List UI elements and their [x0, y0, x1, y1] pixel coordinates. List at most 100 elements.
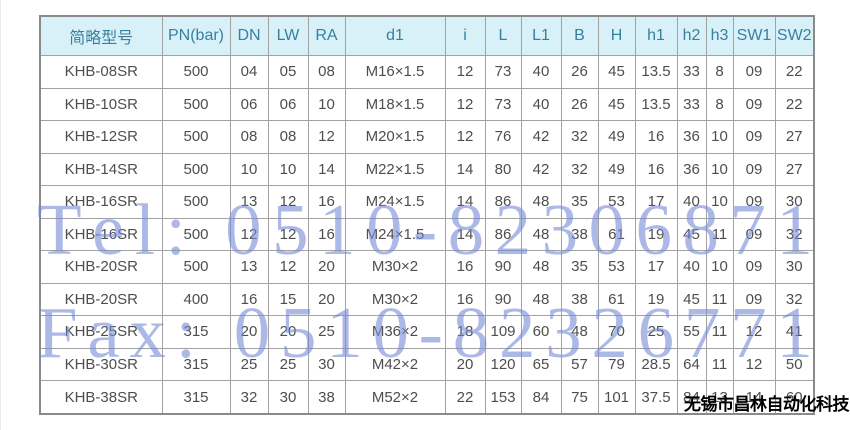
table-cell: 12: [444, 55, 486, 89]
table-cell: 19: [634, 282, 678, 316]
table-cell: 12: [444, 87, 486, 121]
column-header: SW2: [774, 15, 815, 56]
table-cell: 13: [229, 250, 269, 284]
table-cell: 38: [560, 217, 599, 251]
table-cell: 14: [307, 152, 346, 186]
table-cell: KHB-25SR: [39, 315, 163, 349]
column-header: L1: [520, 15, 562, 56]
table-row: KHB-30SR 315 25 25 30 M42×2 20 120 65 57 79 28.5 64 1…: [39, 347, 815, 381]
table-cell: 61: [597, 282, 636, 316]
table-row: KHB-20SR 500 13 12 20 M30×2 16 90 48 35 53 17 40 10 09…: [39, 250, 815, 284]
table-cell: 36: [676, 152, 707, 186]
table-cell: 36: [676, 120, 707, 154]
table-cell: 55: [676, 315, 707, 349]
table-cell: 14: [444, 217, 486, 251]
table-cell: 13: [229, 185, 269, 219]
table-cell: 12: [307, 120, 346, 154]
table-cell: 35: [560, 250, 599, 284]
table-cell: 26: [560, 55, 599, 89]
table-cell: KHB-12SR: [39, 120, 163, 154]
table-cell: 32: [560, 120, 599, 154]
table-cell: 08: [307, 55, 346, 89]
table-cell: 120: [484, 347, 522, 381]
table-cell: 50: [774, 347, 815, 381]
column-header: L: [484, 15, 522, 56]
table-cell: 09: [732, 185, 776, 219]
table-cell: M30×2: [344, 282, 446, 316]
table-cell: 05: [267, 55, 309, 89]
table-cell: 10: [307, 87, 346, 121]
table-cell: 12: [444, 120, 486, 154]
table-cell: 16: [444, 282, 486, 316]
table-cell: 16: [634, 120, 678, 154]
table-cell: 500: [161, 217, 231, 251]
table-row: KHB-10SR 500 06 06 10 M18×1.5 12 73 40 26 45 13.5 33…: [39, 87, 815, 121]
table-cell: 10: [267, 152, 309, 186]
table-cell: 12: [267, 185, 309, 219]
table-cell: M36×2: [344, 315, 446, 349]
table-cell: 20: [267, 315, 309, 349]
table-row: KHB-20SR 400 16 15 20 M30×2 16 90 48 38 61 19 45 11 09…: [39, 282, 815, 316]
table-cell: M52×2: [344, 380, 446, 415]
table-row: KHB-08SR 500 04 05 08 M16×1.5 12 73 40 26 45 13.5 33…: [39, 55, 815, 89]
column-header: RA: [307, 15, 346, 56]
table-cell: 41: [774, 315, 815, 349]
table-cell: 45: [676, 217, 707, 251]
table-cell: 500: [161, 55, 231, 89]
table-row: KHB-25SR 315 20 20 25 M36×2 18 109 60 48 70 25 55 11 1…: [39, 315, 815, 349]
table-cell: 49: [597, 152, 636, 186]
table-cell: M30×2: [344, 250, 446, 284]
table-cell: 80: [484, 152, 522, 186]
table-cell: 48: [560, 315, 599, 349]
table-cell: 35: [560, 185, 599, 219]
table-cell: 73: [484, 87, 522, 121]
table-cell: 53: [597, 250, 636, 284]
table-cell: 86: [484, 185, 522, 219]
table-cell: 30: [774, 185, 815, 219]
table-cell: 13.5: [634, 87, 678, 121]
table-cell: 11: [705, 347, 734, 381]
table-cell: 18: [444, 315, 486, 349]
table-cell: 09: [732, 250, 776, 284]
table-cell: 30: [267, 380, 309, 415]
table-cell: 14: [444, 152, 486, 186]
table-cell: 09: [732, 217, 776, 251]
table-cell: 65: [520, 347, 562, 381]
table-cell: 42: [520, 120, 562, 154]
table-cell: 12: [732, 315, 776, 349]
table-cell: 12: [267, 250, 309, 284]
table-cell: 38: [560, 282, 599, 316]
table-cell: M18×1.5: [344, 87, 446, 121]
table-cell: KHB-20SR: [39, 250, 163, 284]
table-cell: 109: [484, 315, 522, 349]
table-cell: 16: [307, 185, 346, 219]
table-cell: M24×1.5: [344, 217, 446, 251]
table-cell: 500: [161, 120, 231, 154]
column-header: H: [597, 15, 636, 56]
table-cell: 10: [705, 250, 734, 284]
table-cell: 12: [732, 347, 776, 381]
table-cell: 49: [597, 120, 636, 154]
table-cell: 12: [267, 217, 309, 251]
table-cell: 76: [484, 120, 522, 154]
column-header: i: [444, 15, 486, 56]
table-cell: 26: [560, 87, 599, 121]
table-cell: KHB-20SR: [39, 282, 163, 316]
table-cell: 09: [732, 87, 776, 121]
table-cell: KHB-10SR: [39, 87, 163, 121]
table-cell: 315: [161, 315, 231, 349]
table-cell: KHB-14SR: [39, 152, 163, 186]
table-cell: 70: [597, 315, 636, 349]
table-cell: 10: [229, 152, 269, 186]
company-watermark: 无锡市昌林自动化科技: [684, 395, 850, 414]
table-cell: 32: [774, 217, 815, 251]
table-cell: 13: [705, 380, 734, 415]
table-cell: 11: [705, 315, 734, 349]
table-cell: 90: [484, 282, 522, 316]
table-cell: 500: [161, 87, 231, 121]
table-cell: 32: [774, 282, 815, 316]
table-cell: 25: [229, 347, 269, 381]
table-cell: 20: [229, 315, 269, 349]
table-cell: 08: [267, 120, 309, 154]
